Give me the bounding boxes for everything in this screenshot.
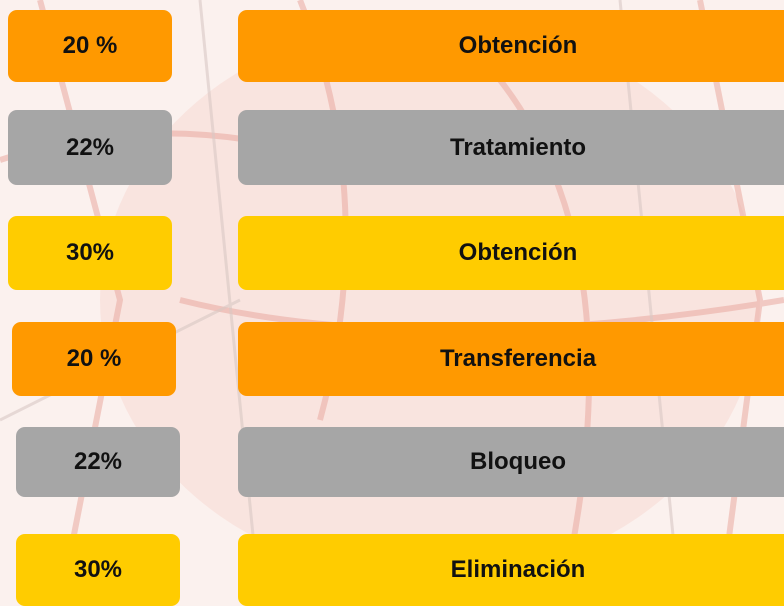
label-box: Tratamiento xyxy=(238,110,784,185)
label-box: Transferencia xyxy=(238,322,784,396)
percent-box: 20 % xyxy=(12,322,176,396)
label-box: Obtención xyxy=(238,10,784,82)
percent-box: 22% xyxy=(16,427,180,497)
percent-box: 30% xyxy=(8,216,172,290)
label-box: Eliminación xyxy=(238,534,784,606)
label-box: Bloqueo xyxy=(238,427,784,497)
label-box: Obtención xyxy=(238,216,784,290)
percent-box: 30% xyxy=(16,534,180,606)
percent-box: 20 % xyxy=(8,10,172,82)
percent-box: 22% xyxy=(8,110,172,185)
